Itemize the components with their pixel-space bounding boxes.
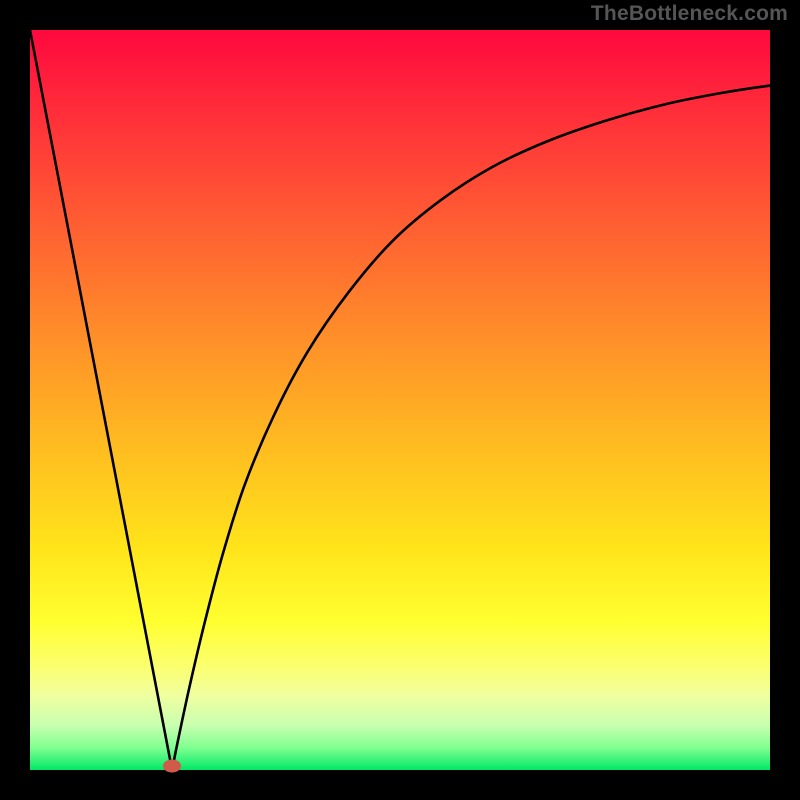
curve-layer <box>30 30 770 770</box>
plot-area <box>30 30 770 770</box>
valley-marker <box>163 759 181 772</box>
curve-left-segment <box>30 30 172 770</box>
chart-frame: TheBottleneck.com <box>0 0 800 800</box>
curve-right-segment <box>172 86 770 771</box>
watermark-text: TheBottleneck.com <box>591 2 788 26</box>
